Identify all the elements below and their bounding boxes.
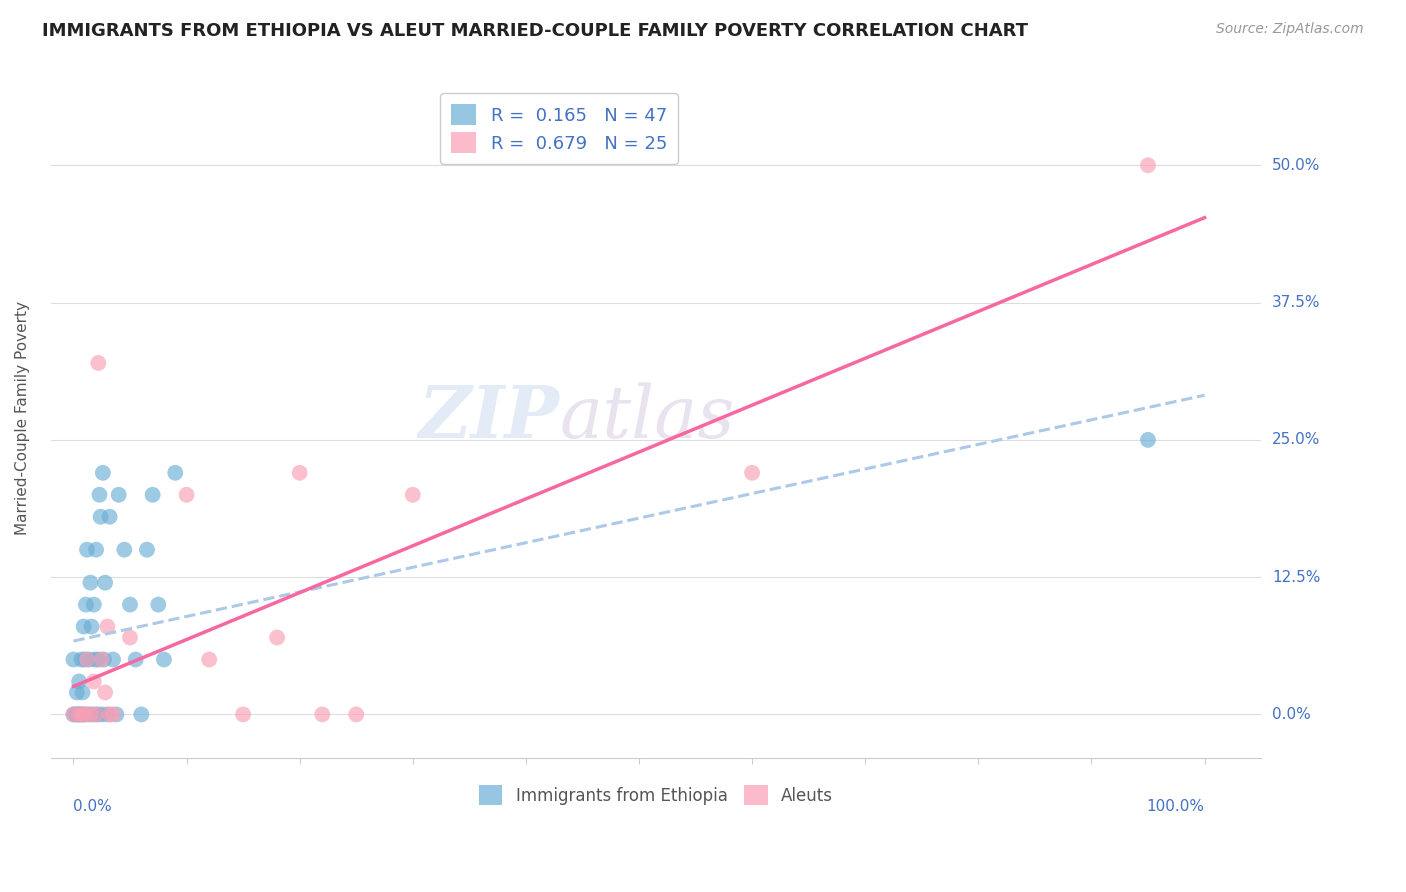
- Point: [73, 707, 96, 722]
- Point: [153, 652, 176, 666]
- Point: [176, 488, 198, 502]
- Point: [67, 707, 90, 722]
- Point: [402, 488, 425, 502]
- Point: [90, 707, 112, 722]
- Point: [67, 707, 90, 722]
- Point: [84, 542, 107, 557]
- Point: [1136, 433, 1159, 447]
- Point: [83, 598, 105, 612]
- Point: [288, 466, 311, 480]
- Point: [66, 707, 89, 722]
- Point: [66, 685, 89, 699]
- Point: [131, 707, 153, 722]
- Point: [72, 707, 94, 722]
- Point: [73, 707, 96, 722]
- Text: 0.0%: 0.0%: [1272, 707, 1310, 722]
- Point: [148, 598, 170, 612]
- Point: [101, 652, 124, 666]
- Point: [76, 652, 98, 666]
- Text: Source: ZipAtlas.com: Source: ZipAtlas.com: [1216, 22, 1364, 37]
- Point: [91, 466, 114, 480]
- Point: [98, 707, 121, 722]
- Legend: Immigrants from Ethiopia, Aleuts: Immigrants from Ethiopia, Aleuts: [472, 779, 839, 812]
- Point: [344, 707, 367, 722]
- Point: [86, 707, 108, 722]
- Point: [79, 652, 101, 666]
- Point: [105, 707, 128, 722]
- Point: [62, 707, 84, 722]
- Point: [1136, 158, 1159, 172]
- Point: [90, 509, 112, 524]
- Point: [94, 575, 117, 590]
- Text: 37.5%: 37.5%: [1272, 295, 1320, 310]
- Point: [70, 652, 93, 666]
- Point: [311, 707, 333, 722]
- Text: ZIP: ZIP: [418, 383, 560, 453]
- Point: [77, 707, 100, 722]
- Point: [94, 685, 117, 699]
- Point: [72, 707, 94, 722]
- Point: [75, 598, 97, 612]
- Text: 50.0%: 50.0%: [1272, 158, 1320, 173]
- Point: [101, 707, 124, 722]
- Point: [84, 652, 107, 666]
- Text: IMMIGRANTS FROM ETHIOPIA VS ALEUT MARRIED-COUPLE FAMILY POVERTY CORRELATION CHAR: IMMIGRANTS FROM ETHIOPIA VS ALEUT MARRIE…: [42, 22, 1028, 40]
- Point: [87, 356, 110, 370]
- Point: [72, 619, 94, 633]
- Y-axis label: Married-Couple Family Poverty: Married-Couple Family Poverty: [15, 301, 30, 535]
- Point: [107, 488, 129, 502]
- Point: [80, 619, 103, 633]
- Point: [65, 707, 87, 722]
- Point: [118, 598, 141, 612]
- Point: [89, 488, 111, 502]
- Point: [87, 652, 110, 666]
- Point: [98, 509, 121, 524]
- Point: [69, 707, 91, 722]
- Point: [82, 707, 104, 722]
- Text: atlas: atlas: [560, 383, 735, 453]
- Point: [90, 652, 112, 666]
- Point: [198, 652, 221, 666]
- Point: [72, 685, 94, 699]
- Point: [79, 707, 101, 722]
- Text: 12.5%: 12.5%: [1272, 570, 1320, 584]
- Point: [83, 674, 105, 689]
- Point: [84, 707, 107, 722]
- Point: [76, 542, 98, 557]
- Point: [741, 466, 763, 480]
- Text: 0.0%: 0.0%: [73, 799, 112, 814]
- Point: [112, 542, 135, 557]
- Point: [142, 488, 165, 502]
- Point: [118, 631, 141, 645]
- Point: [96, 707, 118, 722]
- Text: 25.0%: 25.0%: [1272, 433, 1320, 448]
- Point: [124, 652, 146, 666]
- Point: [79, 575, 101, 590]
- Point: [73, 652, 96, 666]
- Text: 100.0%: 100.0%: [1146, 799, 1205, 814]
- Point: [136, 542, 159, 557]
- Point: [93, 652, 115, 666]
- Point: [266, 631, 288, 645]
- Point: [96, 619, 118, 633]
- Point: [67, 674, 90, 689]
- Point: [165, 466, 187, 480]
- Point: [62, 707, 84, 722]
- Point: [232, 707, 254, 722]
- Point: [62, 652, 84, 666]
